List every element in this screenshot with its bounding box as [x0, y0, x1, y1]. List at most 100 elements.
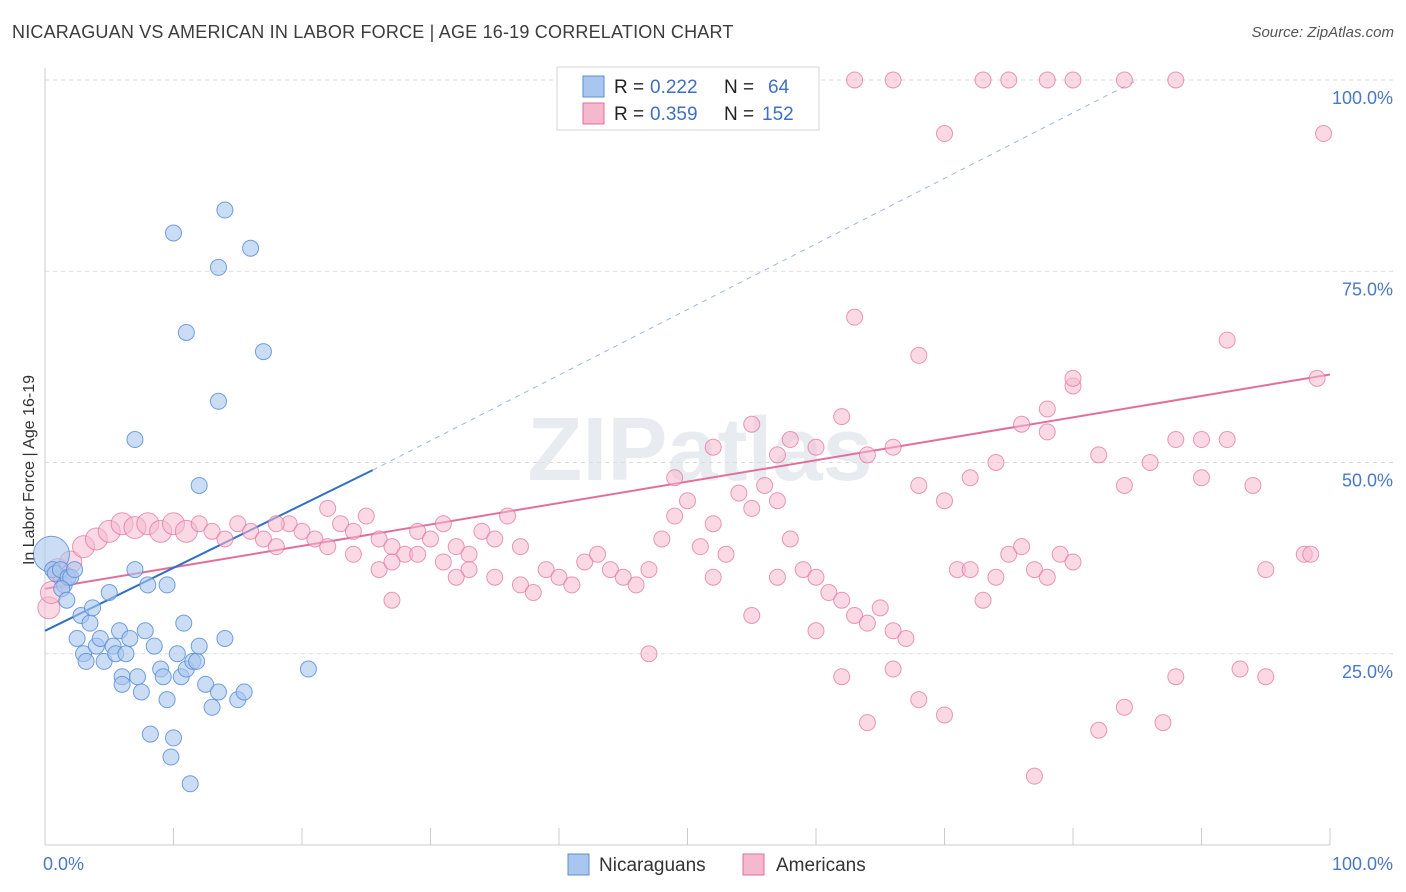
- americans-points: [37, 71, 1333, 785]
- grid: [45, 79, 1395, 655]
- legend-n-value-1: 64: [768, 77, 790, 98]
- americans-point: [936, 125, 953, 143]
- americans-point: [447, 538, 465, 556]
- nicaraguans-point: [209, 258, 227, 276]
- americans-point: [1064, 369, 1082, 387]
- americans-point: [653, 530, 671, 548]
- americans-point: [730, 484, 748, 502]
- nicaraguans-point: [162, 748, 180, 766]
- americans-point: [1013, 538, 1031, 556]
- nicaraguans-point: [126, 561, 144, 579]
- nicaraguans-point: [188, 652, 206, 670]
- americans-point: [1167, 668, 1185, 686]
- nicaraguans-point: [216, 201, 234, 219]
- americans-point: [871, 599, 889, 617]
- americans-point: [858, 446, 876, 464]
- americans-point: [589, 545, 607, 563]
- americans-point: [537, 561, 555, 579]
- correlation-legend: R = 0.222 N = 64 R = 0.359 N = 152: [556, 66, 820, 131]
- americans-point: [884, 438, 902, 456]
- americans-point: [1257, 668, 1275, 686]
- americans-point: [1000, 545, 1018, 563]
- americans-point: [640, 561, 658, 579]
- nicaraguans-point: [190, 637, 208, 655]
- americans-point: [190, 515, 208, 533]
- americans-point: [974, 591, 992, 609]
- legend-r-label-2: R =: [614, 104, 644, 125]
- americans-point: [1038, 423, 1056, 441]
- americans-point: [1302, 545, 1320, 563]
- nicaraguans-point: [242, 239, 260, 257]
- americans-point: [768, 446, 786, 464]
- americans-point: [846, 71, 864, 89]
- nicaraguans-point: [209, 392, 227, 410]
- nicaraguans-point: [68, 629, 86, 647]
- americans-point: [1090, 721, 1108, 739]
- americans-point: [229, 515, 247, 533]
- nicaraguans-point: [139, 576, 157, 594]
- americans-point: [460, 561, 478, 579]
- americans-point: [1051, 545, 1069, 563]
- americans-point: [768, 568, 786, 586]
- americans-point: [884, 660, 902, 678]
- americans-point: [666, 507, 684, 525]
- nicaraguans-point: [91, 629, 109, 647]
- nicaraguans-point: [126, 431, 144, 449]
- y-axis-label: In Labor Force | Age 16-19: [21, 375, 38, 565]
- chart-title: NICARAGUAN VS AMERICAN IN LABOR FORCE | …: [12, 22, 734, 42]
- trend-lines: [44, 79, 1331, 632]
- americans-point: [743, 607, 761, 624]
- americans-point: [936, 706, 953, 724]
- americans-point: [691, 538, 709, 556]
- nicaraguans-point: [254, 343, 272, 361]
- americans-point: [383, 553, 401, 571]
- nicaraguans-point: [190, 476, 208, 494]
- americans-point: [704, 515, 722, 533]
- legend-n-label-2: N =: [724, 104, 754, 125]
- americans-point: [332, 515, 350, 533]
- legend-n-label-1: N =: [724, 77, 754, 98]
- x-tick-label-1: 100.0%: [1332, 854, 1393, 874]
- americans-point: [344, 522, 362, 540]
- nicaraguans-point: [299, 660, 317, 678]
- americans-point: [524, 584, 542, 602]
- americans-point: [910, 476, 928, 494]
- americans-point: [781, 530, 799, 548]
- americans-point: [781, 431, 799, 449]
- americans-point: [357, 507, 375, 525]
- americans-point: [833, 408, 851, 426]
- nicaraguans-point: [84, 599, 102, 617]
- nicaraguans-trend-extension: [372, 79, 1138, 471]
- americans-point: [1308, 369, 1326, 387]
- nicaraguans-point: [175, 614, 193, 632]
- americans-point: [499, 507, 517, 525]
- americans-point: [1013, 415, 1031, 433]
- americans-point: [846, 308, 864, 326]
- legend-n-value-2: 152: [762, 104, 794, 125]
- nicaraguans-point: [235, 683, 253, 701]
- americans-point: [910, 346, 928, 364]
- americans-point: [833, 591, 851, 609]
- americans-point: [242, 522, 260, 540]
- americans-point: [1064, 553, 1082, 571]
- americans-point: [319, 538, 337, 556]
- americans-point: [1115, 71, 1133, 89]
- nicaraguans-point: [158, 576, 176, 594]
- nicaraguans-point: [197, 675, 215, 693]
- americans-point: [1167, 71, 1185, 89]
- americans-point: [1315, 125, 1333, 143]
- americans-point: [422, 530, 439, 548]
- americans-point: [409, 522, 427, 540]
- nicaraguans-point: [165, 729, 182, 747]
- legend-r-value-2: 0.359: [650, 104, 698, 125]
- y-tick-label-3: 25.0%: [1342, 662, 1393, 682]
- nicaraguans-point: [158, 691, 176, 709]
- americans-point: [833, 668, 851, 686]
- americans-point: [1090, 446, 1108, 464]
- americans-point: [807, 622, 825, 640]
- americans-point: [846, 607, 864, 624]
- americans-point: [961, 561, 979, 579]
- legend-r-value-1: 0.222: [650, 77, 698, 98]
- americans-point: [1193, 469, 1210, 487]
